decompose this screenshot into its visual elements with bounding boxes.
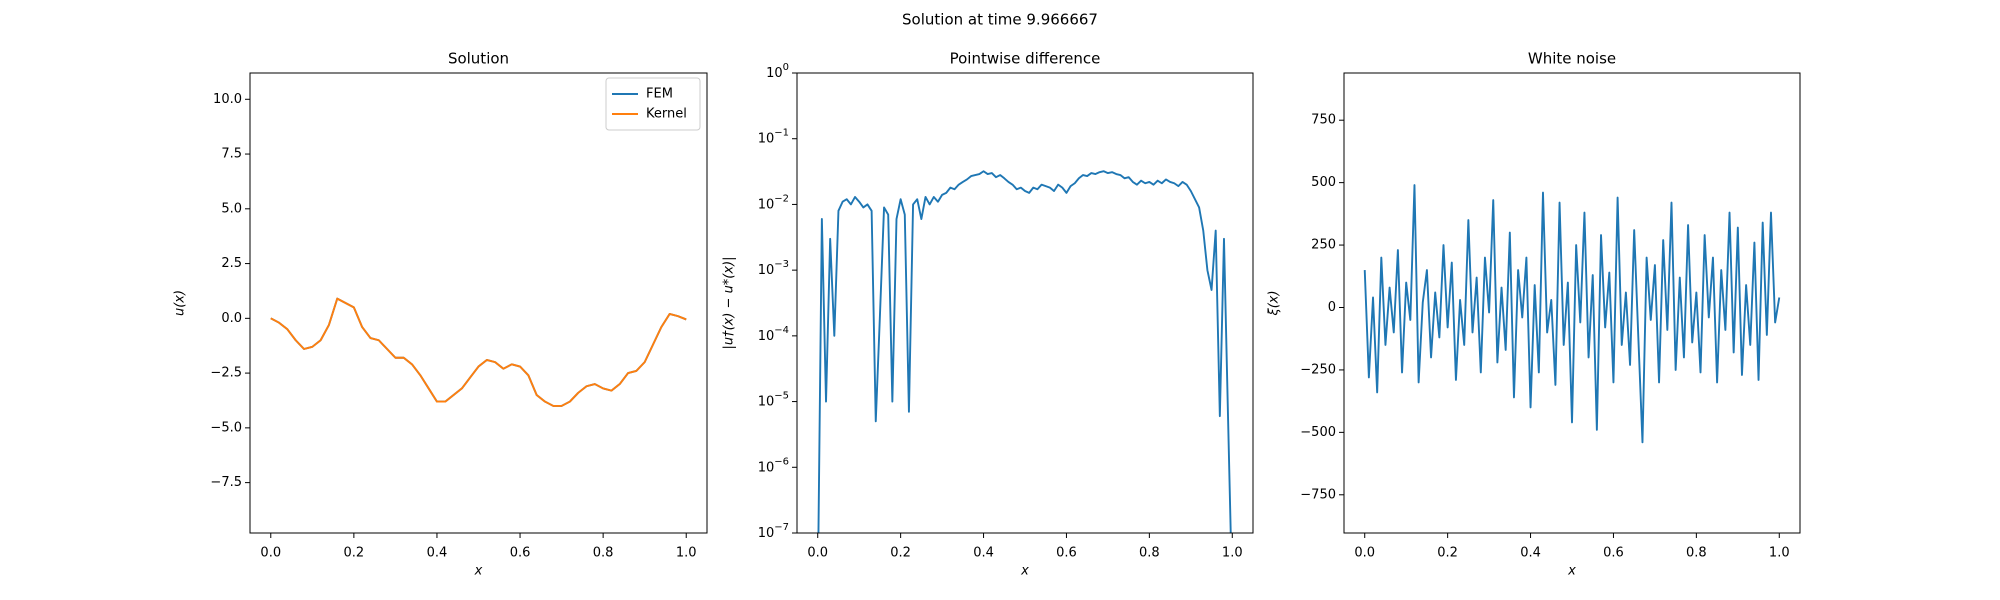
y-tick-label: 2.5	[221, 256, 242, 271]
y-axis-label: ξ(x)	[1267, 290, 1282, 316]
x-tick-label: 0.6	[1056, 546, 1077, 561]
plot-area	[817, 170, 1232, 533]
x-tick-label: 0.2	[344, 546, 365, 561]
axes-frame	[249, 72, 708, 534]
x-tick-label: 0.0	[260, 546, 281, 561]
x-tick-label: 0.2	[1437, 546, 1458, 561]
y-tick-label: −5.0	[210, 420, 242, 435]
y-tick-label: −500	[1300, 425, 1336, 440]
legend-label: Kernel	[646, 107, 687, 122]
x-tick-label: 0.6	[1603, 546, 1624, 561]
figure-title: Solution at time 9.966667	[902, 11, 1098, 29]
y-tick-label: −750	[1300, 487, 1336, 502]
x-tick-label: 0.6	[510, 546, 531, 561]
x-tick-label: 0.0	[1354, 546, 1375, 561]
y-tick-label: 7.5	[221, 147, 242, 162]
y-tick-label: 10−3	[758, 259, 789, 278]
y-axis-label: u(x)	[173, 290, 188, 316]
y-tick-label: 0	[1328, 300, 1336, 315]
x-tick-label: 0.4	[1520, 546, 1541, 561]
y-tick-label: −7.5	[210, 475, 242, 490]
x-tick-label: 0.8	[1139, 546, 1160, 561]
x-axis-label: x	[1567, 564, 1576, 579]
y-tick-label: 5.0	[221, 201, 242, 216]
axes-title: Pointwise difference	[950, 50, 1101, 68]
plot-area	[270, 297, 687, 407]
axes-frame	[796, 72, 1254, 534]
x-axis-label: x	[474, 564, 483, 579]
x-tick-label: 1.0	[1222, 546, 1243, 561]
y-tick-label: 100	[766, 62, 789, 81]
x-tick-label: 1.0	[676, 546, 697, 561]
y-tick-label: 10−1	[758, 128, 789, 147]
y-tick-label: 500	[1311, 175, 1336, 190]
y-tick-label: 10−6	[758, 456, 789, 475]
series-line	[817, 170, 1232, 533]
y-tick-label: 10.0	[213, 92, 242, 107]
x-tick-label: 0.4	[427, 546, 448, 561]
x-tick-label: 0.4	[973, 546, 994, 561]
axes-frame	[1343, 72, 1801, 534]
plot-area	[1363, 184, 1781, 444]
y-tick-label: 10−7	[758, 522, 789, 541]
y-tick-label: 250	[1311, 238, 1336, 253]
x-tick-label: 0.0	[807, 546, 828, 561]
axes-title: White noise	[1528, 50, 1616, 68]
y-tick-label: 10−4	[758, 325, 789, 344]
series-line	[270, 297, 687, 407]
y-tick-label: −2.5	[210, 366, 242, 381]
x-tick-label: 1.0	[1769, 546, 1790, 561]
y-tick-label: 0.0	[221, 311, 242, 326]
legend-box	[605, 77, 701, 131]
axes-title: Solution	[448, 50, 509, 68]
y-tick-label: 10−2	[758, 193, 789, 212]
x-tick-label: 0.8	[593, 546, 614, 561]
series-line	[1363, 184, 1781, 444]
y-tick-label: 750	[1311, 113, 1336, 128]
y-tick-label: −250	[1300, 362, 1336, 377]
y-tick-label: 10−5	[758, 391, 789, 410]
x-tick-label: 0.8	[1686, 546, 1707, 561]
y-axis-label: |u†(x) − u*(x)|	[722, 256, 737, 349]
x-tick-label: 0.2	[890, 546, 911, 561]
x-axis-label: x	[1020, 564, 1029, 579]
legend-label: FEM	[646, 87, 673, 102]
